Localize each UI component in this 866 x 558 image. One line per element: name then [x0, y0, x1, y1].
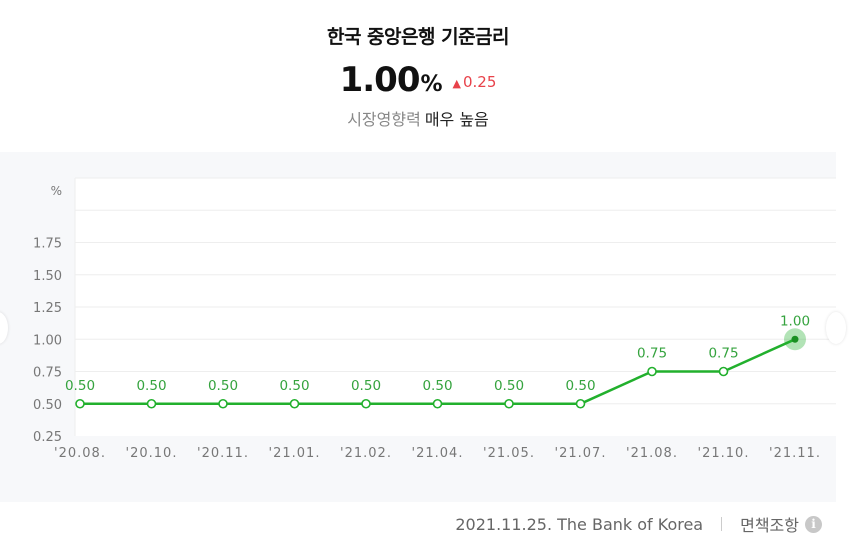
data-point: [218, 398, 228, 409]
data-point: [361, 398, 371, 409]
x-tick-label: '21.08.: [626, 446, 678, 461]
x-tick-label: '20.11.: [197, 446, 249, 461]
x-tick-label: '21.04.: [412, 446, 464, 461]
x-tick-label: '20.10.: [126, 446, 178, 461]
data-point: [575, 398, 586, 409]
data-point: [146, 398, 157, 409]
data-label: 0.50: [422, 378, 452, 394]
data-label: 0.50: [136, 378, 166, 394]
x-tick-label: '21.11.: [769, 446, 821, 461]
chart-panel: 0.25 0.50 0.75 1.00 1.25 1.50 1.75% '20.08. '20.…: [0, 152, 836, 502]
data-label: 0.50: [351, 378, 381, 394]
y-axis-unit: %: [51, 184, 62, 198]
x-tick-label: '20.08.: [54, 446, 106, 461]
current-rate: 1.00% ▲ 0.25: [0, 60, 836, 100]
data-point: [718, 366, 729, 377]
y-tick-label: 0.75: [33, 366, 62, 381]
x-tick-label: '21.07.: [555, 446, 607, 461]
x-tick-label: '21.01.: [269, 446, 321, 461]
data-label: 0.50: [565, 378, 595, 394]
scroll-right-button[interactable]: [826, 312, 846, 344]
x-tick-label: '21.02.: [340, 446, 392, 461]
data-label: 0.50: [65, 378, 95, 394]
data-point: [647, 366, 657, 377]
info-icon[interactable]: i: [805, 515, 822, 533]
line-chart: 0.250.500.751.001.251.501.75%'20.08. '20.…: [33, 177, 836, 461]
rate-unit: %: [420, 72, 443, 97]
chart-title: 한국 중앙은행 기준금리: [326, 26, 510, 48]
x-tick-label: '21.05.: [483, 446, 535, 461]
data-point-current: [791, 335, 799, 343]
y-tick-label: 0.25: [33, 430, 62, 445]
scroll-left-button[interactable]: [0, 312, 8, 344]
y-tick-label: 1.50: [33, 269, 62, 284]
data-label: 0.75: [637, 346, 667, 362]
data-label: 1.00: [780, 313, 810, 329]
footer-divider: [721, 517, 723, 531]
rate-change: ▲ 0.25: [453, 73, 497, 91]
source-text: 2021.11.25. The Bank of Korea: [455, 514, 704, 534]
y-tick-label: 0.50: [33, 398, 62, 413]
x-tick-label: '21.10.: [698, 446, 750, 461]
y-tick-label: 1.75: [33, 237, 62, 252]
data-point: [432, 398, 443, 409]
triangle-up-icon: ▲: [452, 77, 461, 90]
footer: 2021.11.25. The Bank of Korea 면책조항 i: [455, 512, 822, 536]
data-label: 0.50: [279, 378, 309, 394]
y-tick-label: 1.25: [33, 301, 62, 316]
impact-level: 매우 높음: [424, 110, 489, 129]
market-impact: 시장영향력 매우 높음: [0, 106, 836, 130]
data-label: 0.75: [708, 346, 738, 362]
data-point: [289, 398, 300, 409]
data-label: 0.50: [208, 378, 238, 394]
rate-change-value: 0.25: [463, 73, 497, 91]
data-label: 0.50: [494, 378, 524, 394]
impact-label: 시장영향력: [347, 110, 421, 129]
rate-value: 1.00: [339, 60, 421, 100]
data-point: [504, 398, 514, 409]
data-point: [75, 398, 85, 409]
y-tick-label: 1.00: [33, 333, 62, 348]
disclaimer-link[interactable]: 면책조항: [740, 516, 799, 535]
